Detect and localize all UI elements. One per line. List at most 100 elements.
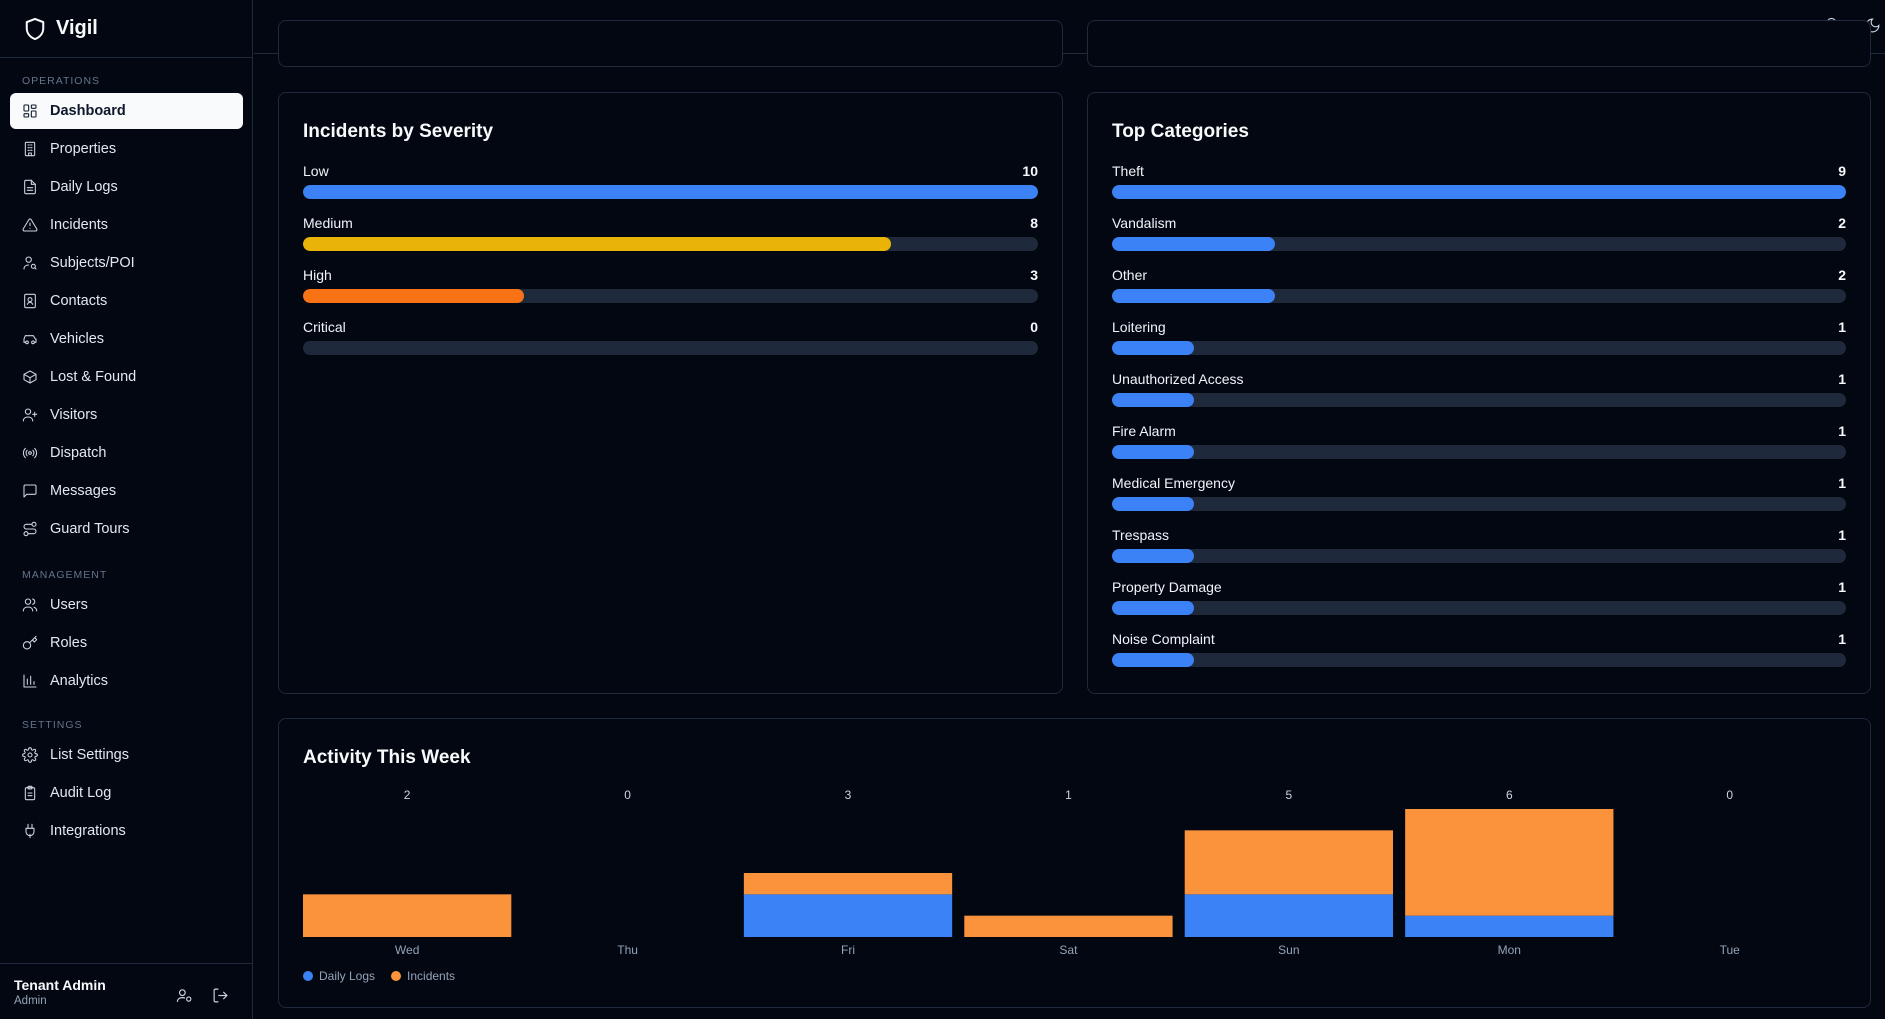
package-icon xyxy=(22,369,38,385)
user-name: Tenant Admin xyxy=(14,976,106,993)
bar-daily-logs-fri[interactable] xyxy=(743,894,953,937)
sidebar-item-label: Daily Logs xyxy=(50,179,118,195)
bar-track xyxy=(1112,549,1846,563)
bar-daily-logs-mon[interactable] xyxy=(1405,915,1614,937)
car-icon xyxy=(22,331,38,347)
bar-track xyxy=(1112,393,1846,407)
bar-row-critical: Critical 0 xyxy=(303,319,1038,359)
sidebar-item-incidents[interactable]: Incidents xyxy=(10,207,243,243)
alert-triangle-icon xyxy=(22,217,38,233)
section-label: SETTINGS xyxy=(22,719,83,731)
bar-count: 1 xyxy=(1838,475,1846,491)
bar-label: Critical xyxy=(303,319,346,335)
sidebar-item-daily-logs[interactable]: Daily Logs xyxy=(10,169,243,205)
total-label-thu: 0 xyxy=(624,788,631,802)
bar-incidents-sat[interactable] xyxy=(964,915,1173,937)
sidebar-item-dispatch[interactable]: Dispatch xyxy=(10,435,243,471)
clipboard-icon xyxy=(22,785,38,801)
bar-label: Noise Complaint xyxy=(1112,631,1215,647)
sidebar-item-users[interactable]: Users xyxy=(10,587,243,623)
sidebar-item-visitors[interactable]: Visitors xyxy=(10,397,243,433)
user-search-icon xyxy=(22,255,38,271)
total-label-fri: 3 xyxy=(845,788,852,802)
sidebar-item-properties[interactable]: Properties xyxy=(10,131,243,167)
x-tick-label-mon: Mon xyxy=(1498,943,1521,957)
user-info: Tenant Admin Admin xyxy=(14,977,106,1007)
shield-icon xyxy=(25,17,45,40)
sidebar-item-lost-found[interactable]: Lost & Found xyxy=(10,359,243,395)
bar-track xyxy=(1112,497,1846,511)
nav-section-management: MANAGEMENT Users Roles Analytics xyxy=(0,568,253,701)
sidebar-item-dashboard[interactable]: Dashboard xyxy=(10,93,243,129)
x-tick-label-wed: Wed xyxy=(395,943,419,957)
bar-fill xyxy=(303,289,524,303)
previous-card-left xyxy=(278,20,1063,67)
sidebar-item-label: Analytics xyxy=(50,673,109,689)
bar-label: High xyxy=(303,267,332,283)
bar-daily-logs-sun[interactable] xyxy=(1184,894,1394,937)
total-label-wed: 2 xyxy=(404,788,411,802)
nav-section-settings: SETTINGS List Settings Audit Log Integratio… xyxy=(0,718,253,851)
x-tick-label-fri: Fri xyxy=(841,943,855,957)
sidebar-item-label: Users xyxy=(50,597,88,613)
bar-track xyxy=(1112,653,1846,667)
sidebar-item-list-settings[interactable]: List Settings xyxy=(10,737,243,773)
sidebar-item-roles[interactable]: Roles xyxy=(10,625,243,661)
legend-label: Daily Logs xyxy=(319,969,376,983)
file-text-icon xyxy=(22,179,38,195)
total-label-mon: 6 xyxy=(1506,788,1513,802)
bar-track xyxy=(303,237,1038,251)
sidebar-item-label: Subjects/POI xyxy=(50,255,135,271)
bar-row-medium: Medium 8 xyxy=(303,215,1038,255)
user-plus-icon xyxy=(22,407,38,423)
sidebar-item-label: Contacts xyxy=(50,293,108,309)
bar-label: Unauthorized Access xyxy=(1112,371,1244,387)
bar-row-loitering: Loitering 1 xyxy=(1112,319,1846,359)
bar-count: 9 xyxy=(1838,163,1846,179)
previous-card-right xyxy=(1087,20,1871,67)
bar-row-medical-emergency: Medical Emergency 1 xyxy=(1112,475,1846,515)
bar-track xyxy=(303,341,1038,355)
bar-incidents-wed[interactable] xyxy=(303,894,512,937)
bar-incidents-sun[interactable] xyxy=(1184,830,1394,895)
bar-row-high: High 3 xyxy=(303,267,1038,307)
bar-row-fire-alarm: Fire Alarm 1 xyxy=(1112,423,1846,463)
bar-count: 1 xyxy=(1838,423,1846,439)
sidebar-item-subjects-poi[interactable]: Subjects/POI xyxy=(10,245,243,281)
sidebar-item-messages[interactable]: Messages xyxy=(10,473,243,509)
profile-button[interactable] xyxy=(175,986,193,1004)
x-tick-label-thu: Thu xyxy=(617,943,638,957)
chart-legend: Daily Logs Incidents xyxy=(303,969,455,983)
sidebar-item-guard-tours[interactable]: Guard Tours xyxy=(10,511,243,547)
sidebar-item-audit-log[interactable]: Audit Log xyxy=(10,775,243,811)
bar-fill xyxy=(303,237,891,251)
user-role: Admin xyxy=(14,994,47,1007)
x-tick-label-sat: Sat xyxy=(1059,943,1078,957)
bar-row-unauthorized-access: Unauthorized Access 1 xyxy=(1112,371,1846,411)
bar-row-other: Other 2 xyxy=(1112,267,1846,307)
sidebar-item-label: Incidents xyxy=(50,217,109,233)
brand[interactable]: Vigil xyxy=(0,0,252,58)
bar-count: 3 xyxy=(1030,267,1038,283)
bar-label: Loitering xyxy=(1112,319,1166,335)
contact-icon xyxy=(22,293,38,309)
sidebar-item-label: Vehicles xyxy=(50,331,105,347)
legend-dot xyxy=(391,971,402,981)
bar-label: Property Damage xyxy=(1112,579,1222,595)
card-title: Activity This Week xyxy=(303,747,471,768)
sidebar-item-vehicles[interactable]: Vehicles xyxy=(10,321,243,357)
bar-track xyxy=(1112,445,1846,459)
activity-chart: 2 Wed 0 Thu 3 Fri 1 Sat 5 Sun 6 Mon 0 Tue xyxy=(303,788,1740,957)
sidebar-item-integrations[interactable]: Integrations xyxy=(10,813,243,849)
card-title: Top Categories xyxy=(1112,121,1249,142)
bar-count: 1 xyxy=(1838,527,1846,543)
bar-track xyxy=(1112,185,1846,199)
bar-label: Theft xyxy=(1112,163,1144,179)
bar-fill xyxy=(1112,497,1194,511)
sidebar-item-analytics[interactable]: Analytics xyxy=(10,663,243,699)
sidebar-item-contacts[interactable]: Contacts xyxy=(10,283,243,319)
bar-incidents-fri[interactable] xyxy=(743,873,953,895)
bar-incidents-mon[interactable] xyxy=(1405,809,1614,916)
logout-button[interactable] xyxy=(211,986,229,1004)
